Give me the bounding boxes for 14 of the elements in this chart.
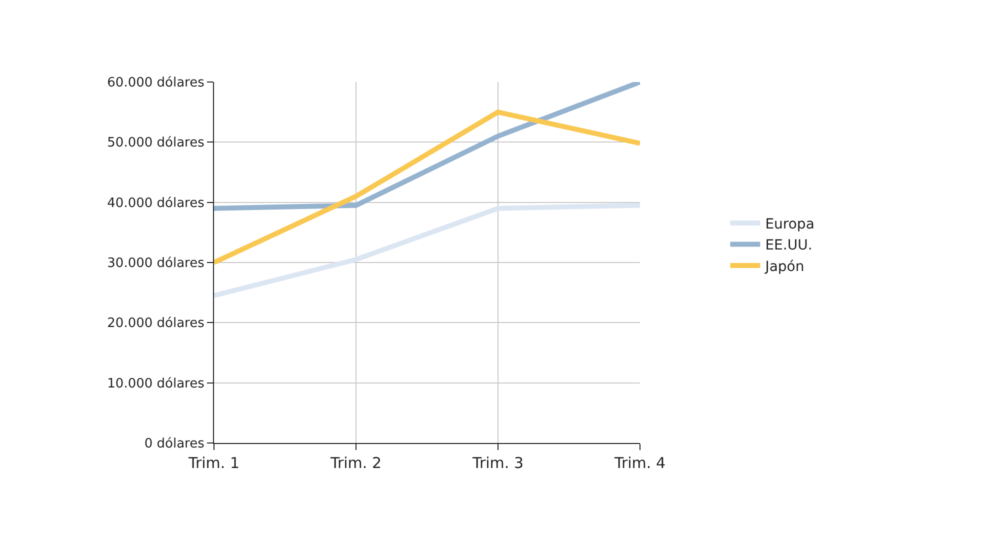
legend-label: Japón: [764, 258, 804, 275]
x-tick-label: Trim. 2: [330, 454, 382, 472]
y-tick-label: 30.000 dólares: [107, 256, 205, 272]
x-tick-label: Trim. 4: [614, 454, 666, 472]
legend-label: EE.UU.: [765, 238, 812, 254]
y-tick-label: 60.000 dólares: [107, 76, 205, 91]
y-tick-label: 40.000 dólares: [107, 196, 205, 211]
y-tick-label: 10.000 dólares: [107, 376, 205, 392]
x-tick-label: Trim. 3: [472, 454, 524, 472]
y-tick-label: 0 dólares: [144, 436, 205, 452]
y-tick-label: 20.000 dólares: [107, 316, 205, 332]
legend-label: Europa: [765, 216, 814, 233]
x-tick-label: Trim. 1: [188, 454, 240, 472]
y-tick-label: 50.000 dólares: [107, 136, 205, 151]
